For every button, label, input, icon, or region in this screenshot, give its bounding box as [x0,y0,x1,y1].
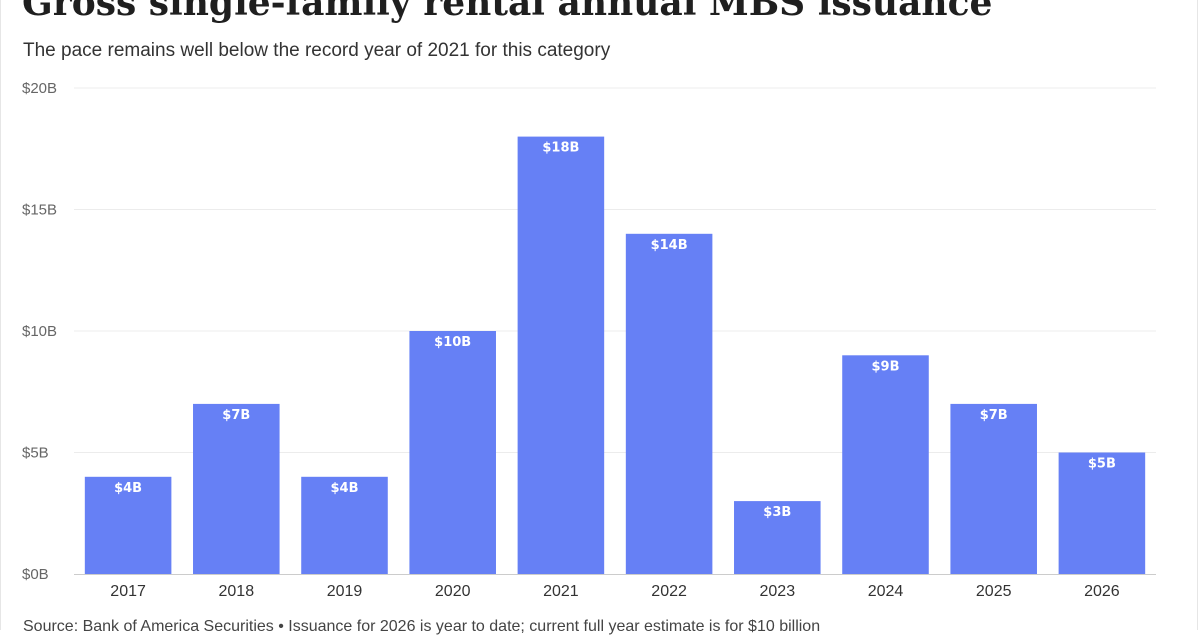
x-tick-label: 2017 [110,583,146,600]
x-axis-tick-labels: 2017 2018 2019 2020 2021 2022 2023 2024 2025 2026 [110,583,1119,600]
y-tick-label: $0B [22,566,49,583]
x-tick-label: 2022 [651,583,687,600]
bar-value-label: $10B [434,335,471,350]
bar-2023 [734,501,821,574]
chart-subtitle: The pace remains well below the record y… [23,40,611,61]
y-axis-tick-labels: $0B $5B $10B $15B $20B [22,80,57,583]
source-note: Source: Bank of America Securities • Iss… [23,618,821,635]
bar-2020 [409,331,496,574]
y-tick-label: $5B [22,445,49,462]
x-tick-label: 2019 [327,583,363,600]
bar-value-label: $18B [542,141,579,156]
bar-2024 [842,355,929,574]
bar-2017 [84,476,172,574]
bar-value-label: $4B [331,481,359,496]
bar-value-label: $5B [1088,457,1116,472]
x-tick-label: 2023 [760,583,796,600]
bar-value-labels: $4B $7B $4B $10B $18B $14B $3B $9B $7B $5B [114,141,1116,520]
bars [84,136,1146,575]
bar-value-label: $4B [114,481,142,496]
x-tick-label: 2021 [543,583,579,600]
x-tick-label: 2018 [219,583,255,600]
x-tick-label: 2026 [1084,583,1120,600]
bar-value-label: $9B [872,359,900,374]
bar-2022 [625,233,713,575]
bar-value-label: $3B [763,505,791,520]
y-tick-label: $10B [22,323,57,340]
gridlines [74,87,1156,453]
x-tick-label: 2020 [435,583,471,600]
bar-2021 [517,136,605,574]
bar-2019 [301,476,388,574]
bar-value-label: $7B [980,408,1008,423]
y-tick-label: $15B [22,202,57,219]
bar-value-label: $7B [222,408,250,423]
y-tick-label: $20B [22,80,57,97]
bar-value-label: $14B [651,238,688,253]
bar-2018 [193,403,280,574]
x-tick-label: 2025 [976,583,1012,600]
chart-title: Gross single-family rental annual MBS is… [22,0,993,24]
bar-2025 [950,403,1037,574]
bar-2026 [1058,452,1146,574]
x-tick-label: 2024 [868,583,904,600]
